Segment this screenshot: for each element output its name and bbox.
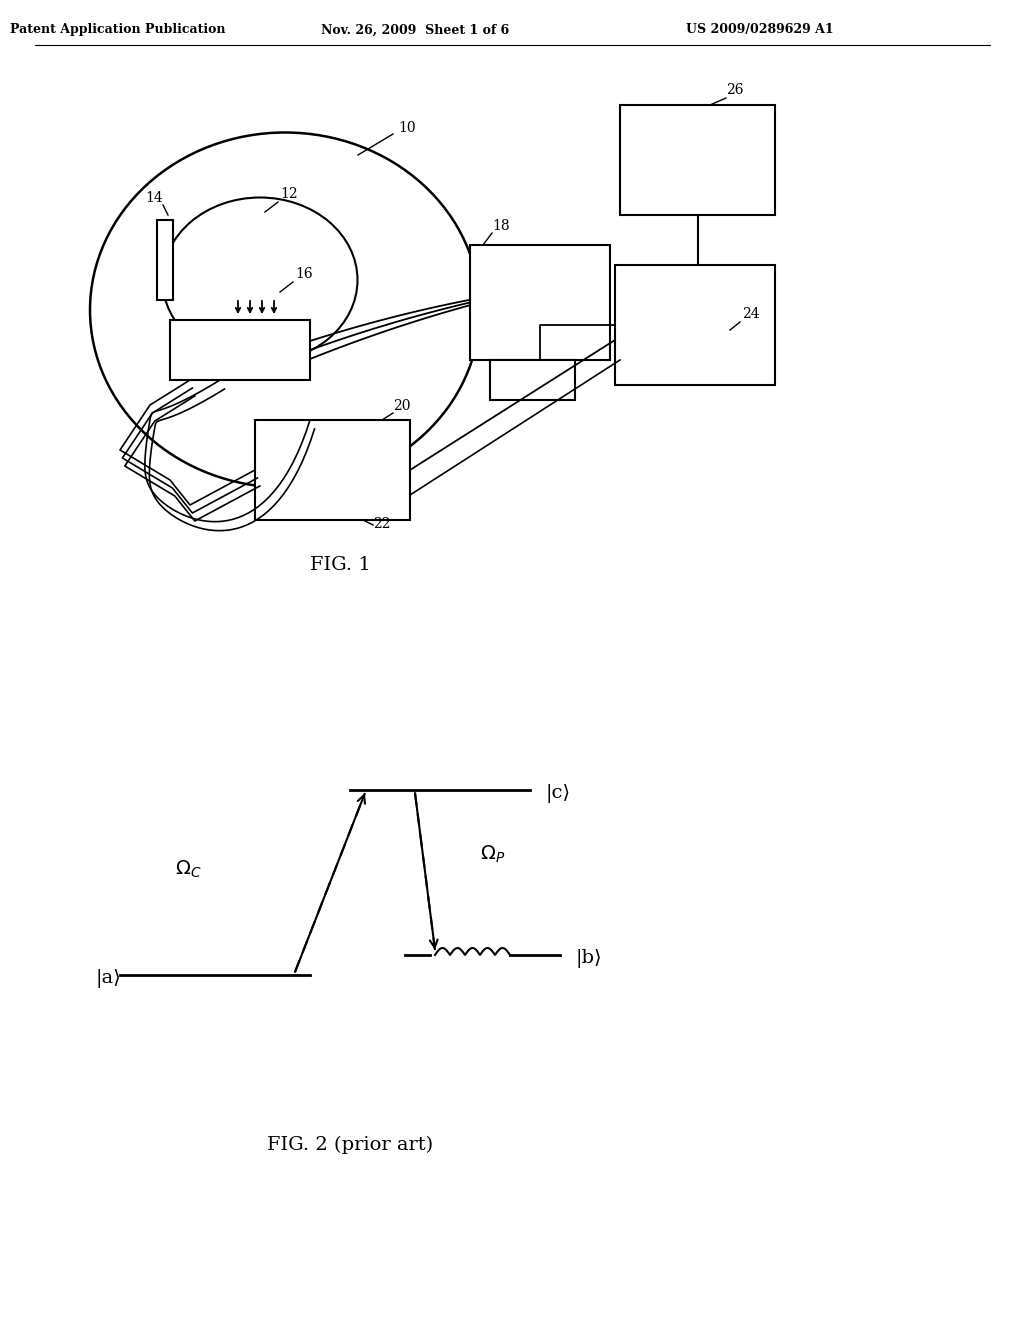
Text: 22: 22: [373, 517, 390, 531]
Bar: [490, 360, 575, 400]
Text: US 2009/0289629 A1: US 2009/0289629 A1: [686, 24, 834, 37]
Text: Nov. 26, 2009  Sheet 1 of 6: Nov. 26, 2009 Sheet 1 of 6: [321, 24, 509, 37]
Text: 20: 20: [393, 399, 411, 413]
Text: FIG. 2 (prior art): FIG. 2 (prior art): [267, 1137, 433, 1154]
Text: 16: 16: [295, 267, 312, 281]
Bar: [620, 106, 775, 215]
Text: 14: 14: [145, 191, 163, 205]
Text: 26: 26: [726, 83, 743, 96]
Text: 12: 12: [280, 187, 298, 201]
Bar: [170, 319, 310, 380]
Text: |c⟩: |c⟩: [545, 784, 570, 803]
Bar: [255, 420, 410, 520]
Text: 18: 18: [492, 219, 510, 234]
Text: $\Omega_P$: $\Omega_P$: [480, 843, 505, 866]
Bar: [470, 246, 610, 360]
Bar: [157, 220, 173, 300]
Text: FIG. 1: FIG. 1: [309, 556, 371, 574]
Text: Patent Application Publication: Patent Application Publication: [10, 24, 225, 37]
Text: 24: 24: [742, 308, 760, 321]
Text: |b⟩: |b⟩: [575, 949, 602, 968]
Bar: [615, 265, 775, 385]
Text: 10: 10: [398, 121, 416, 135]
Text: |a⟩: |a⟩: [95, 969, 121, 987]
Text: $\Omega_C$: $\Omega_C$: [175, 859, 202, 880]
